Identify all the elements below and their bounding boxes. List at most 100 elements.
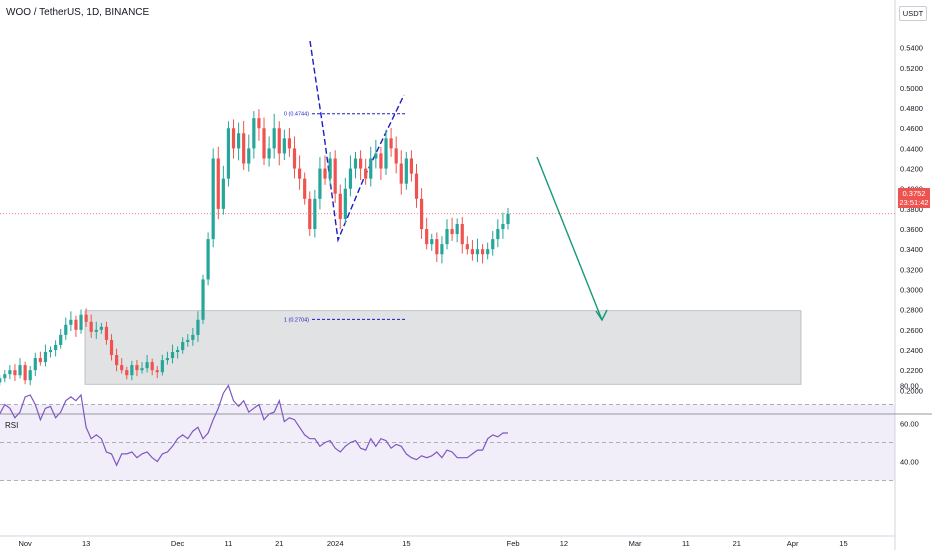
candle: [176, 346, 180, 359]
demand-zone-box: [84, 310, 802, 385]
candle-body: [69, 319, 73, 325]
price-tick-label: 0.2800: [900, 306, 923, 315]
candle: [430, 233, 434, 251]
candle: [486, 242, 490, 260]
candle-body: [394, 148, 398, 164]
candle: [287, 127, 292, 157]
candle: [18, 358, 22, 379]
candle: [491, 231, 495, 256]
candle: [399, 150, 403, 195]
candle-body: [409, 158, 414, 174]
candle: [43, 344, 48, 367]
fib-top-label: 0 (0.4744): [284, 112, 309, 118]
candle-body: [109, 339, 114, 356]
candle: [196, 311, 200, 342]
candle-body: [425, 229, 429, 245]
candle-body: [262, 128, 266, 159]
rsi-tick-label: 40.00: [900, 458, 919, 467]
candle: [23, 361, 27, 385]
candle-body: [130, 365, 134, 376]
candle-body: [8, 370, 12, 375]
candle: [84, 308, 88, 327]
candle: [211, 148, 215, 248]
candle: [242, 120, 246, 170]
candle-body: [358, 158, 363, 169]
candle-body: [125, 370, 129, 376]
candle: [221, 165, 225, 215]
candle: [59, 328, 63, 349]
time-tick-label: 21: [275, 539, 283, 548]
candle-body: [430, 239, 434, 245]
candle: [348, 155, 353, 197]
price-tick-label: 0.3000: [900, 286, 923, 295]
candle: [389, 127, 393, 157]
candle: [409, 150, 414, 182]
candle: [440, 236, 444, 264]
candle-body: [48, 350, 53, 353]
candle-body: [74, 319, 78, 330]
currency-unit-button[interactable]: USDT: [899, 6, 927, 21]
candle-body: [399, 163, 403, 184]
candle-body: [206, 239, 210, 280]
candle-body: [170, 352, 175, 359]
candle-body: [181, 341, 185, 350]
candle-body: [23, 365, 27, 381]
candle: [28, 365, 32, 386]
candle-body: [226, 128, 231, 179]
candle-body: [419, 198, 424, 230]
candle-body: [328, 158, 332, 179]
candle: [496, 219, 500, 248]
candle: [277, 121, 281, 166]
candle: [414, 163, 419, 208]
candle: [125, 366, 129, 380]
candle-body: [389, 138, 393, 149]
price-tick-label: 0.4600: [900, 124, 923, 133]
candle: [252, 111, 256, 159]
candle-body: [369, 158, 373, 179]
candle: [226, 121, 231, 187]
candle: [455, 218, 459, 243]
candle: [282, 129, 286, 161]
candle-body: [196, 319, 200, 335]
price-tick-label: 0.2600: [900, 326, 923, 335]
candle: [369, 146, 373, 187]
candle-body: [257, 118, 261, 129]
candle: [445, 219, 449, 250]
candle: [64, 317, 68, 340]
candle-body: [303, 178, 307, 199]
rsi-tick-label: 60.00: [900, 420, 919, 429]
candle: [201, 274, 205, 324]
rsi-label[interactable]: RSI: [5, 421, 19, 430]
candle-body: [318, 168, 322, 199]
candle: [506, 208, 510, 230]
candle-body: [313, 198, 317, 230]
candle-body: [506, 213, 510, 224]
candle-body: [79, 314, 83, 330]
candle-body: [211, 158, 215, 240]
candle: [120, 358, 124, 374]
candle: [247, 134, 251, 172]
time-tick-label: Nov: [18, 539, 32, 548]
candle: [150, 358, 154, 376]
candle: [257, 109, 261, 141]
candle: [379, 146, 383, 180]
candle: [99, 322, 103, 334]
time-tick-label: 12: [560, 539, 568, 548]
candle-body: [379, 153, 383, 169]
candle-body: [277, 128, 281, 154]
candle: [79, 309, 83, 334]
price-tick-label: 0.3200: [900, 265, 923, 274]
price-tick-label: 0.5400: [900, 44, 923, 53]
candle-body: [440, 244, 444, 255]
candle: [181, 337, 185, 354]
price-tick-label: 0.4800: [900, 104, 923, 113]
price-tick-label: 0.2000: [900, 386, 923, 395]
candle-body: [282, 138, 286, 154]
price-tick-label: 0.2400: [900, 346, 923, 355]
candle: [170, 344, 175, 364]
candle-body: [186, 339, 190, 342]
candle-body: [338, 193, 342, 219]
candle-body: [435, 239, 439, 255]
